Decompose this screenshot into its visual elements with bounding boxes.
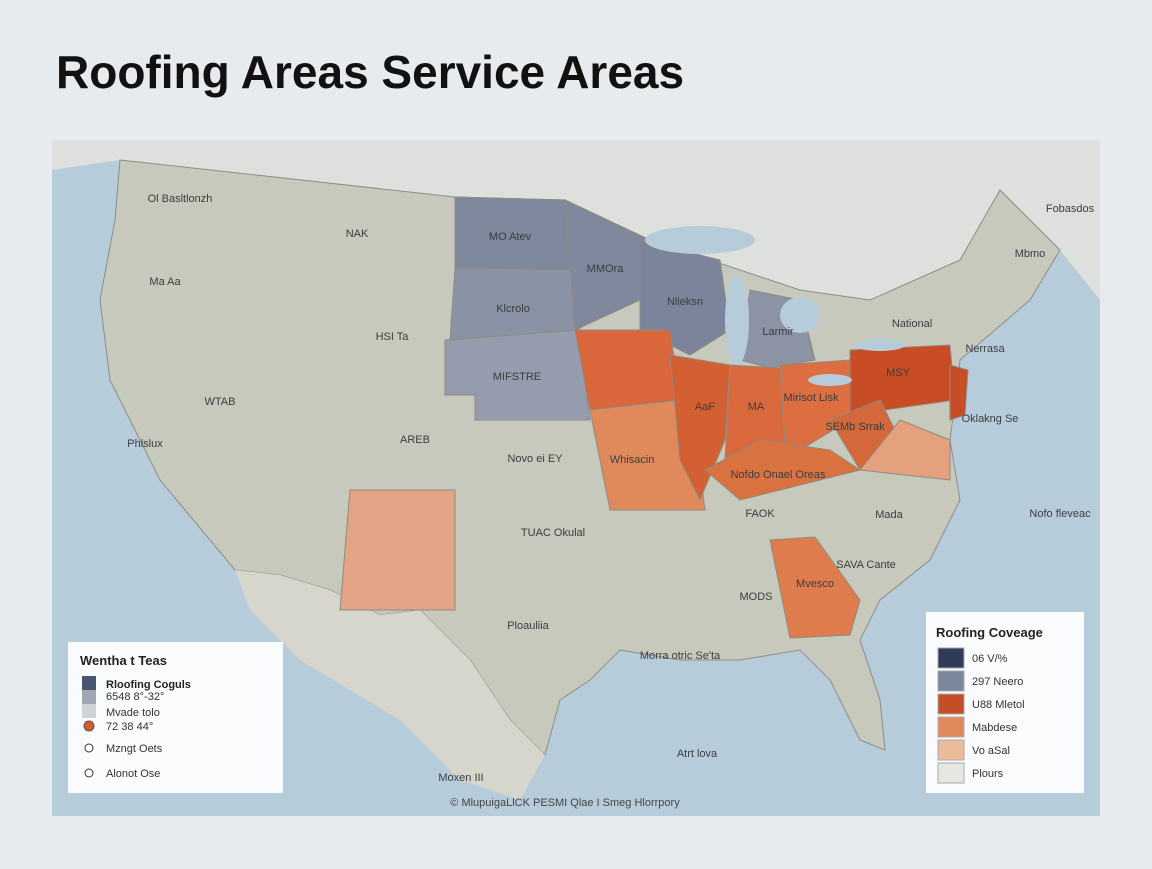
map-label: MA — [748, 401, 765, 413]
legend-item: 06 V/% — [972, 653, 1008, 665]
lake — [780, 297, 820, 333]
legend-swatch — [937, 647, 965, 669]
legend-title: Wentha t Teas — [80, 653, 167, 668]
legend-item: 297 Neero — [972, 676, 1023, 688]
page-title: Roofing Areas Service Areas — [56, 46, 684, 98]
legend-item: Mabdese — [972, 722, 1017, 734]
map-label: Mbmo — [1015, 248, 1046, 260]
map-label: Mvesco — [796, 578, 834, 590]
map-label: HSI Ta — [376, 331, 410, 343]
map-label: Nlieksn — [667, 296, 703, 308]
canada — [52, 140, 1100, 300]
legend-title: Roofing Coveage — [936, 625, 1043, 640]
attribution: © MlupuigaLlCK PESMI Qlae I Smeg Hlorrpo… — [450, 797, 680, 809]
legend-item: 72 38 44° — [106, 721, 153, 733]
map-label: MO Atev — [489, 231, 532, 243]
legend-item: Rloofing Coguls — [106, 679, 191, 691]
map-label: Morra otric Se'ta — [640, 650, 721, 662]
legend-swatch — [937, 693, 965, 715]
lake — [645, 226, 755, 254]
legend-marker — [83, 720, 95, 732]
map-label: Larmir — [762, 326, 794, 338]
map-label: MIFSTRE — [493, 371, 541, 383]
legend-left: Wentha t Teas Rloofing Coguls 6548 8°-32… — [68, 642, 283, 793]
map-label: Nerrasa — [965, 343, 1005, 355]
legend-swatch — [82, 690, 96, 704]
legend-item: 6548 8°-32° — [106, 691, 164, 703]
map-label: Ploauliia — [507, 620, 549, 632]
map-label: Whisacin — [610, 454, 655, 466]
region — [639, 239, 731, 356]
region — [574, 329, 681, 411]
map-label: AREB — [400, 434, 430, 446]
map-label: Nofo fleveac — [1029, 508, 1091, 520]
map-label: FAOK — [745, 508, 775, 520]
map-label: Ol Basltlonzh — [148, 193, 213, 205]
legend-swatch — [937, 716, 965, 738]
map-label: Novo ei EY — [507, 453, 563, 465]
lakes — [645, 226, 905, 386]
lake — [725, 275, 749, 365]
map-label: Mirisot Lisk — [783, 392, 839, 404]
map-label: MODS — [740, 591, 773, 603]
region — [859, 419, 951, 481]
map-label: SEMb Srrak — [825, 421, 885, 433]
map-label: NAK — [346, 228, 369, 240]
lake — [855, 339, 905, 351]
map-label: MMOra — [587, 263, 625, 275]
mexico — [235, 570, 545, 800]
map-label: National — [892, 318, 932, 330]
map-label: Mada — [875, 509, 903, 521]
legend-item: Plours — [972, 768, 1004, 780]
map-label: WTAB — [205, 396, 236, 408]
region — [949, 364, 969, 421]
legend-swatch — [937, 762, 965, 784]
lake — [808, 374, 852, 386]
map-label: SAVA Cante — [836, 559, 896, 571]
map-label: Ma Aa — [149, 276, 181, 288]
map-label: Oklakng Se — [962, 413, 1019, 425]
region — [769, 536, 861, 639]
legend-box — [68, 642, 283, 793]
legend-item: Vo aSal — [972, 745, 1010, 757]
legend-item: Alonot Ose — [106, 768, 160, 780]
legend-swatch — [82, 676, 96, 690]
map-label: Klcrolo — [496, 303, 530, 315]
legend-swatch — [937, 670, 965, 692]
region — [704, 439, 862, 501]
map-label: Nofdo Onael Oreas — [731, 469, 826, 481]
legend-swatch — [82, 704, 96, 718]
map-label: AaF — [695, 401, 715, 413]
legend-marker — [84, 743, 94, 753]
legend-item: U88 Mletol — [972, 699, 1025, 711]
map-labels: Ol Basltlonzh NAK MO Atev Fobasdos Mbmo MMOra… — [127, 193, 1094, 784]
legend-item: Mzngt Oets — [106, 743, 163, 755]
legend-right: Roofing Coveage 06 V/% 297 Neero U88 Mleto… — [926, 612, 1084, 793]
legend-marker — [84, 768, 94, 778]
map-label: TUAC Okulal — [521, 527, 585, 539]
map-label: Phlslux — [127, 438, 163, 450]
legend-swatch — [937, 739, 965, 761]
map-label: MSY — [886, 367, 911, 379]
map-label: Moxen III — [438, 772, 483, 784]
legend-item: Mvade tolo — [106, 707, 160, 719]
region — [339, 489, 456, 611]
map-label: Atrt lova — [677, 748, 718, 760]
map-label: Fobasdos — [1046, 203, 1095, 215]
